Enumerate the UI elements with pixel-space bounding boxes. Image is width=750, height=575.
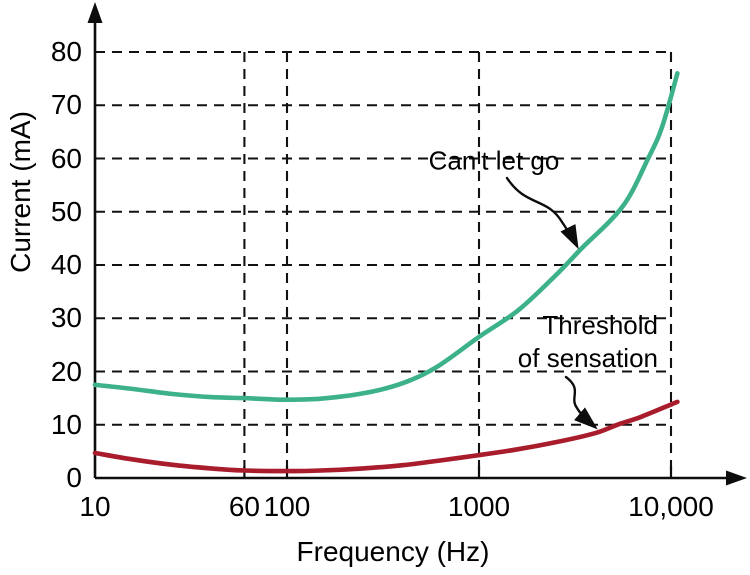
annotation-threshold-of-sensation: Threshold of sensation xyxy=(488,309,658,375)
y-tick-label: 60 xyxy=(50,142,82,174)
data-curves xyxy=(92,71,680,474)
cant-let-go-arrow-icon xyxy=(505,176,579,250)
y-axis-title: Current (mA) xyxy=(5,111,36,273)
annotation-cant-let-go: Can't let go xyxy=(429,145,560,178)
x-tick-label: 10,000 xyxy=(628,491,714,522)
y-tick-label: 50 xyxy=(50,195,82,227)
y-tick-label: 20 xyxy=(50,355,82,387)
x-tick-label: 1000 xyxy=(447,491,511,522)
threshold-arrow-icon xyxy=(564,375,598,430)
annotation-text-line: of sensation xyxy=(517,343,658,373)
y-tick-label: 30 xyxy=(50,302,82,334)
curve-cant-let-go xyxy=(92,71,680,403)
y-tick-label: 70 xyxy=(50,89,82,121)
x-axis-arrow-icon xyxy=(726,470,747,486)
annotation-arrows xyxy=(505,176,598,430)
x-tick-label: 100 xyxy=(263,491,311,522)
x-tick-label: 60 xyxy=(228,491,260,522)
curve-threshold-of-sensation xyxy=(92,399,680,474)
x-axis-title: Frequency (Hz) xyxy=(296,536,490,567)
y-tick-label: 0 xyxy=(66,462,82,493)
y-axis-arrow-icon xyxy=(87,2,103,23)
y-tick-label: 40 xyxy=(50,249,82,280)
x-tick-label: 10 xyxy=(79,491,111,522)
gridlines xyxy=(95,50,673,478)
y-tick-label: 80 xyxy=(50,36,82,67)
y-tick-label: 10 xyxy=(50,408,82,440)
annotation-text-line: Threshold xyxy=(542,310,658,340)
axes xyxy=(87,2,747,486)
annotation-text: Can't let go xyxy=(428,145,560,176)
